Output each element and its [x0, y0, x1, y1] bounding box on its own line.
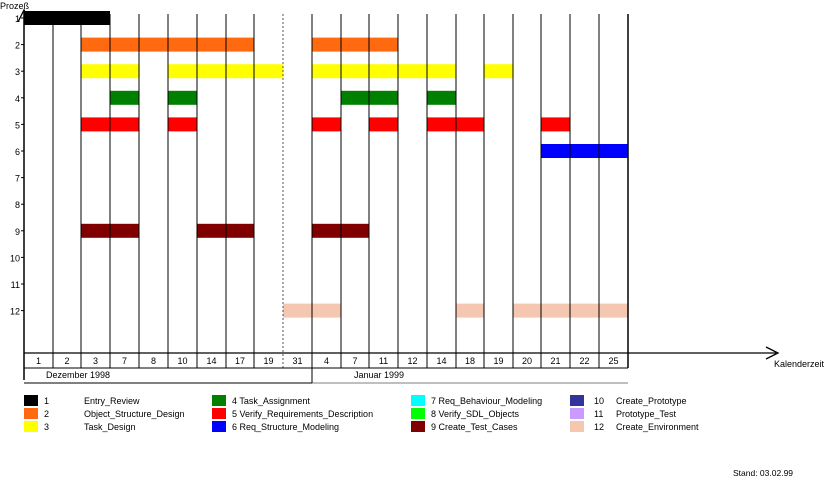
bar-process-2 — [312, 37, 398, 52]
day-label: 18 — [465, 356, 475, 366]
legend-label: Create_Environment — [616, 422, 699, 432]
legend-label: 8 Verify_SDL_Objects — [431, 409, 520, 419]
day-label: 4 — [324, 356, 329, 366]
day-label: 7 — [122, 356, 127, 366]
legend-label: 5 Verify_Requirements_Description — [232, 409, 373, 419]
process-label: 7 — [15, 174, 20, 184]
month-labels: Dezember 1998 Januar 1999 — [46, 370, 404, 380]
stand-date: Stand: 03.02.99 — [733, 468, 793, 477]
legend-swatch — [411, 421, 425, 432]
bar-process-4 — [168, 90, 197, 105]
day-label: 12 — [407, 356, 417, 366]
legend-label: Object_Structure_Design — [84, 409, 185, 419]
bar-process-6 — [541, 144, 628, 158]
day-label: 14 — [436, 356, 446, 366]
bar-process-3 — [484, 64, 513, 79]
bar-process-12 — [456, 303, 484, 318]
day-label: 1 — [36, 356, 41, 366]
legend-swatch — [24, 421, 38, 432]
day-label: 7 — [352, 356, 357, 366]
process-label: 1 — [15, 14, 20, 24]
day-label: 10 — [177, 356, 187, 366]
day-label: 22 — [579, 356, 589, 366]
bar-process-1 — [24, 11, 110, 25]
day-label: 11 — [379, 356, 388, 366]
legend-number: 1 — [44, 396, 49, 406]
legend-swatch — [411, 395, 425, 406]
day-label: 31 — [292, 356, 302, 366]
legend-label: Create_Prototype — [616, 396, 687, 406]
legend-number: 2 — [44, 409, 49, 419]
legend-label: Task_Design — [84, 422, 136, 432]
legend-label: 6 Req_Structure_Modeling — [232, 422, 339, 432]
bar-process-5 — [369, 117, 398, 132]
month-label: Januar 1999 — [354, 370, 404, 380]
day-label: 17 — [235, 356, 245, 366]
legend-swatch — [212, 395, 226, 406]
axes-layer: Prozeß Kalenderzeit — [0, 1, 825, 380]
day-label: 19 — [263, 356, 273, 366]
month-label: Dezember 1998 — [46, 370, 110, 380]
day-label: 21 — [550, 356, 560, 366]
legend-swatch — [212, 408, 226, 419]
legend-label: 9 Create_Test_Cases — [431, 422, 518, 432]
day-label: 25 — [608, 356, 618, 366]
bar-process-4 — [110, 90, 139, 105]
legend-swatch — [570, 408, 584, 419]
day-label: 3 — [93, 356, 98, 366]
legend-number: 10 — [594, 396, 604, 406]
legend-swatch — [411, 408, 425, 419]
x-axis-label: Kalenderzeit — [774, 359, 825, 369]
day-label: 19 — [493, 356, 503, 366]
process-label: 11 — [11, 280, 20, 290]
legend-label: 7 Req_Behaviour_Modeling — [431, 396, 542, 406]
day-label: 2 — [64, 356, 69, 366]
bar-process-4 — [427, 90, 456, 105]
legend-label: Prototype_Test — [616, 409, 677, 419]
legend-label: Entry_Review — [84, 396, 140, 406]
process-label: 9 — [15, 227, 20, 237]
legend-swatch — [570, 395, 584, 406]
process-label: 2 — [15, 41, 20, 51]
x-axis-arrow-icon — [765, 346, 780, 360]
legend-swatch — [24, 395, 38, 406]
legend-swatch — [24, 408, 38, 419]
day-label: 8 — [151, 356, 156, 366]
day-label: 20 — [522, 356, 532, 366]
process-label: 4 — [15, 94, 20, 104]
grid-layer — [24, 14, 629, 384]
legend-number: 3 — [44, 422, 49, 432]
process-label: 10 — [10, 253, 20, 263]
day-labels: 1 2 3 7 8 10 14 17 19 31 4 7 11 12 14 18 19 20 21 22 25 — [36, 356, 619, 366]
legend-swatch — [570, 421, 584, 432]
process-label: 5 — [15, 120, 20, 130]
legend-swatch — [212, 421, 226, 432]
process-label: 12 — [10, 307, 20, 317]
process-label: 3 — [15, 67, 20, 77]
legend-label: 4 Task_Assignment — [232, 396, 310, 406]
bar-process-5 — [312, 117, 341, 132]
legend-number: 12 — [594, 422, 604, 432]
process-label: 6 — [15, 147, 20, 157]
y-axis-arrow-icon — [17, 8, 31, 23]
legend-number: 11 — [594, 409, 603, 419]
y-axis-label: Prozeß — [0, 1, 30, 11]
process-label: 8 — [15, 200, 20, 210]
day-label: 14 — [206, 356, 216, 366]
bar-process-3 — [312, 64, 456, 79]
bar-process-5 — [541, 117, 570, 132]
bar-process-5 — [168, 117, 197, 132]
